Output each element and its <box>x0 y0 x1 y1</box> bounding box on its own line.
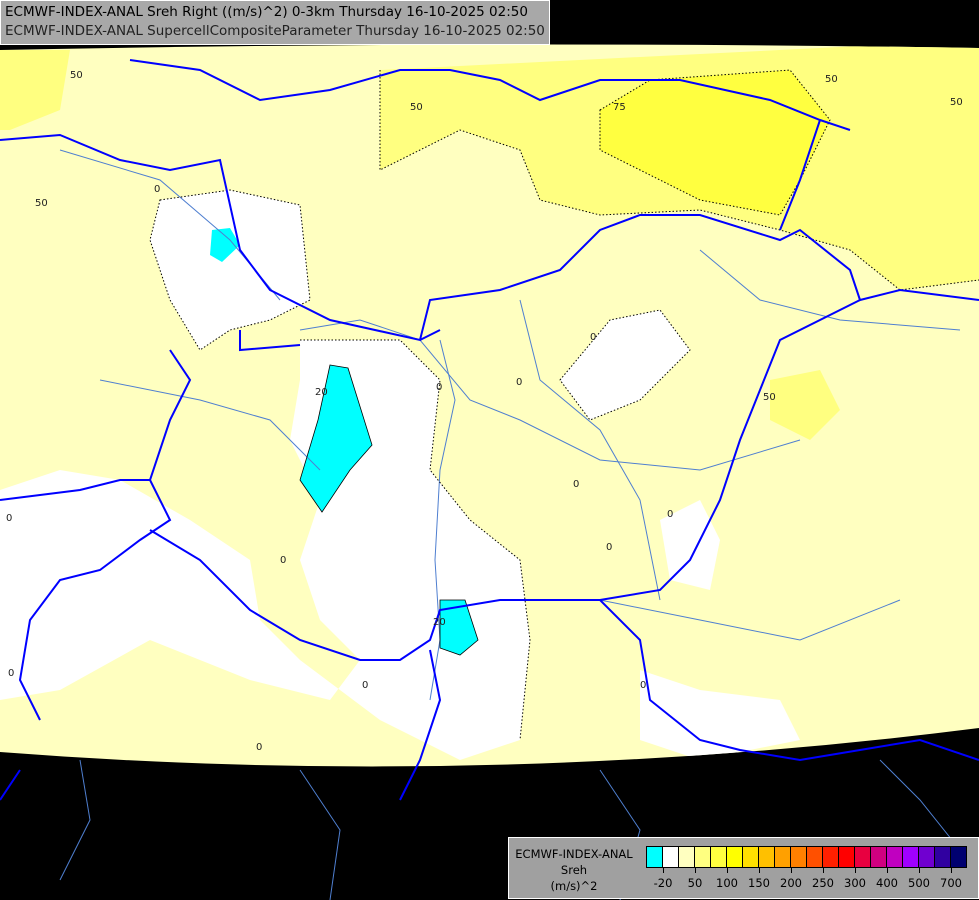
legend-tick-label: 200 <box>780 876 802 890</box>
legend-swatch <box>807 847 823 867</box>
legend-tick-label: -20 <box>653 876 673 890</box>
svg-text:0: 0 <box>256 742 262 753</box>
white-area-east <box>560 310 690 420</box>
legend-swatch <box>887 847 903 867</box>
svg-text:0: 0 <box>362 680 368 691</box>
legend-swatch <box>871 847 887 867</box>
svg-text:20: 20 <box>315 387 328 398</box>
legend-variable: Sreh <box>560 863 588 877</box>
svg-text:0: 0 <box>667 509 673 520</box>
map-title: ECMWF-INDEX-ANAL Sreh Right ((m/s)^2) 0-… <box>0 0 550 45</box>
svg-text:75: 75 <box>613 102 626 113</box>
legend-model: ECMWF-INDEX-ANAL <box>515 847 633 861</box>
svg-text:0: 0 <box>6 513 12 524</box>
legend-swatch <box>743 847 759 867</box>
strong-yellow-area <box>600 70 830 215</box>
legend-swatch <box>855 847 871 867</box>
legend-swatch <box>695 847 711 867</box>
legend-tick <box>823 867 824 873</box>
svg-text:0: 0 <box>590 332 596 343</box>
legend-tick <box>887 867 888 873</box>
svg-text:50: 50 <box>410 102 423 113</box>
svg-text:50: 50 <box>35 198 48 209</box>
legend-swatch <box>679 847 695 867</box>
legend-tick <box>663 867 664 873</box>
contours <box>149 69 979 741</box>
white-area-n <box>150 190 310 350</box>
svg-text:50: 50 <box>70 70 83 81</box>
legend-swatch <box>839 847 855 867</box>
legend-tick <box>919 867 920 873</box>
cyan-area-2 <box>440 600 478 655</box>
legend-swatch <box>759 847 775 867</box>
legend-color-bar <box>646 846 967 868</box>
legend-swatch <box>647 847 663 867</box>
rivers <box>59 149 961 701</box>
legend-tick-label: 150 <box>748 876 770 890</box>
legend-tick <box>759 867 760 873</box>
color-legend: ECMWF-INDEX-ANAL Sreh (m/s)^2 -20 50 100 15… <box>508 837 979 899</box>
title-line-2: ECMWF-INDEX-ANAL SupercellCompositeParam… <box>5 23 545 39</box>
cyan-area-1 <box>300 365 372 512</box>
yellow-area-e <box>770 370 840 440</box>
rivers-outside <box>59 759 961 900</box>
legend-label: ECMWF-INDEX-ANAL Sreh (m/s)^2 <box>509 846 639 894</box>
svg-text:0: 0 <box>606 542 612 553</box>
legend-swatch <box>775 847 791 867</box>
svg-text:50: 50 <box>825 74 838 85</box>
white-area-south <box>640 670 800 760</box>
legend-tick-label: 300 <box>844 876 866 890</box>
legend-tick <box>791 867 792 873</box>
svg-text:0: 0 <box>573 479 579 490</box>
legend-tick-label: 400 <box>876 876 898 890</box>
title-line-1: ECMWF-INDEX-ANAL Sreh Right ((m/s)^2) 0-… <box>5 4 528 20</box>
contour-labels: 50 50 50 0 75 50 0 20 0 0 0 50 0 0 0 0 2… <box>6 70 963 753</box>
legend-swatch <box>663 847 679 867</box>
legend-tick <box>855 867 856 873</box>
legend-swatch <box>903 847 919 867</box>
legend-swatch <box>951 847 966 867</box>
cyan-area-3 <box>210 228 240 262</box>
legend-tick-label: 250 <box>812 876 834 890</box>
legend-tick <box>951 867 952 873</box>
legend-swatch <box>935 847 951 867</box>
svg-text:0: 0 <box>280 555 286 566</box>
legend-swatch <box>791 847 807 867</box>
svg-text:50: 50 <box>950 97 963 108</box>
legend-swatch <box>823 847 839 867</box>
svg-text:0: 0 <box>8 668 14 679</box>
legend-tick <box>727 867 728 873</box>
legend-unit: (m/s)^2 <box>550 879 598 893</box>
white-area-center <box>0 340 530 760</box>
legend-tick-label: 700 <box>940 876 962 890</box>
cyan-contours <box>299 364 479 656</box>
yellow-area-w <box>0 50 70 130</box>
svg-text:0: 0 <box>516 377 522 388</box>
svg-text:0: 0 <box>154 184 160 195</box>
legend-swatch <box>727 847 743 867</box>
country-borders <box>0 59 979 801</box>
legend-tick <box>695 867 696 873</box>
legend-tick-label: 100 <box>716 876 738 890</box>
svg-text:0: 0 <box>640 680 646 691</box>
legend-tick-label: 50 <box>687 876 703 890</box>
legend-tick-label: 500 <box>908 876 930 890</box>
legend-ticks: -20 50 100 150 200 250 300 400 500 700 <box>646 867 968 897</box>
white-area-se <box>660 500 720 590</box>
svg-text:50: 50 <box>763 392 776 403</box>
legend-swatch <box>711 847 727 867</box>
legend-swatch <box>919 847 935 867</box>
svg-text:20: 20 <box>433 617 446 628</box>
svg-text:0: 0 <box>436 382 442 393</box>
